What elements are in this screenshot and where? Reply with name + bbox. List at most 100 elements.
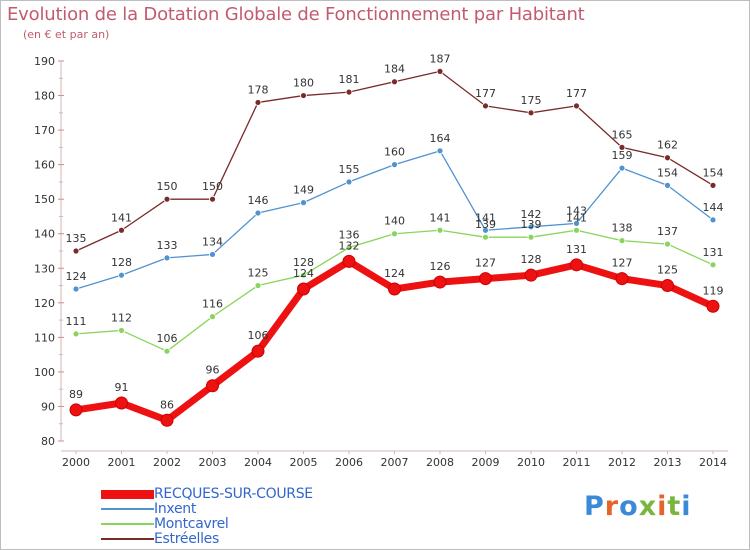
data-label: 141 xyxy=(111,211,132,224)
data-point xyxy=(618,164,626,172)
data-label: 160 xyxy=(384,146,405,159)
data-point xyxy=(482,102,489,110)
data-label: 124 xyxy=(293,267,314,280)
data-point xyxy=(254,209,262,217)
data-point xyxy=(618,237,626,245)
data-point xyxy=(342,254,356,268)
data-label: 124 xyxy=(66,270,87,283)
data-label: 138 xyxy=(612,222,633,235)
data-point xyxy=(300,199,307,207)
x-tick-label: 2003 xyxy=(199,456,227,469)
x-tick-label: 2012 xyxy=(608,456,636,469)
y-tick-label: 120 xyxy=(34,297,55,310)
data-label: 91 xyxy=(115,381,129,394)
data-point xyxy=(479,272,492,286)
data-point xyxy=(163,254,171,262)
y-tick-label: 140 xyxy=(34,228,55,241)
data-point xyxy=(570,258,583,272)
y-tick-label: 100 xyxy=(34,366,55,379)
data-point xyxy=(118,327,125,334)
data-point xyxy=(436,226,444,234)
data-label: 136 xyxy=(339,229,360,242)
data-label: 134 xyxy=(202,235,223,248)
data-label: 175 xyxy=(521,94,542,107)
x-tick-label: 2004 xyxy=(244,456,272,469)
x-tick-label: 2006 xyxy=(335,456,363,469)
data-point xyxy=(297,282,310,296)
data-point xyxy=(573,219,580,227)
data-point xyxy=(482,233,489,241)
data-label: 162 xyxy=(657,139,678,152)
data-label: 149 xyxy=(293,184,314,197)
x-tick-label: 2001 xyxy=(108,456,136,469)
data-label: 131 xyxy=(703,246,724,259)
data-point xyxy=(664,181,671,189)
logo-letter: i xyxy=(681,491,692,522)
legend-label: Estréelles xyxy=(154,531,219,547)
data-point xyxy=(661,279,674,293)
data-label: 128 xyxy=(293,256,314,269)
x-tick-label: 2005 xyxy=(290,456,318,469)
data-label: 184 xyxy=(384,63,405,76)
data-point xyxy=(345,88,353,96)
data-point xyxy=(300,92,307,99)
data-point xyxy=(388,282,401,296)
data-point xyxy=(72,247,80,255)
data-point xyxy=(160,413,174,427)
data-point xyxy=(115,396,128,410)
data-label: 119 xyxy=(703,284,724,297)
data-label: 177 xyxy=(475,87,496,100)
data-point xyxy=(709,261,717,269)
data-label: 181 xyxy=(339,73,360,86)
data-label: 128 xyxy=(521,253,542,266)
data-label: 137 xyxy=(657,225,678,238)
data-point xyxy=(118,226,125,234)
legend-label: Inxent xyxy=(154,501,197,517)
y-tick-label: 160 xyxy=(34,159,55,172)
logo-letter: t xyxy=(667,491,682,522)
data-point xyxy=(527,109,535,117)
data-point xyxy=(709,181,717,189)
data-label: 135 xyxy=(66,232,87,245)
data-label: 141 xyxy=(430,211,451,224)
data-label: 89 xyxy=(69,388,83,401)
y-tick-label: 180 xyxy=(34,90,55,103)
data-point xyxy=(254,282,262,289)
x-tick-label: 2000 xyxy=(62,456,90,469)
data-label: 150 xyxy=(157,180,178,193)
x-tick-label: 2009 xyxy=(472,456,500,469)
data-point xyxy=(391,78,398,86)
data-label: 154 xyxy=(703,166,724,179)
x-tick-label: 2002 xyxy=(153,456,181,469)
data-point xyxy=(345,244,353,251)
data-point xyxy=(527,223,535,231)
data-point xyxy=(433,275,447,289)
data-point xyxy=(524,268,538,282)
data-label: 139 xyxy=(475,218,496,231)
data-label: 180 xyxy=(293,77,314,90)
y-tick-label: 150 xyxy=(34,193,55,206)
data-label: 144 xyxy=(703,201,724,214)
data-label: 150 xyxy=(202,180,223,193)
data-label: 187 xyxy=(430,52,451,65)
data-point xyxy=(573,102,580,110)
legend-swatch xyxy=(101,489,154,499)
data-label: 146 xyxy=(248,194,269,207)
data-point xyxy=(69,403,83,417)
legend-swatch xyxy=(101,508,154,510)
data-point xyxy=(72,330,80,338)
x-tick-label: 2011 xyxy=(563,456,591,469)
data-point xyxy=(436,147,444,155)
data-label: 112 xyxy=(111,311,132,324)
data-point xyxy=(118,271,125,279)
data-label: 131 xyxy=(566,243,587,256)
data-label: 124 xyxy=(384,267,405,280)
data-point xyxy=(206,379,219,393)
data-point xyxy=(254,99,262,106)
chart-subtitle: (en € et par an) xyxy=(23,28,110,41)
data-label: 155 xyxy=(339,163,360,176)
data-label: 133 xyxy=(157,239,178,252)
y-tick-label: 170 xyxy=(34,124,55,137)
